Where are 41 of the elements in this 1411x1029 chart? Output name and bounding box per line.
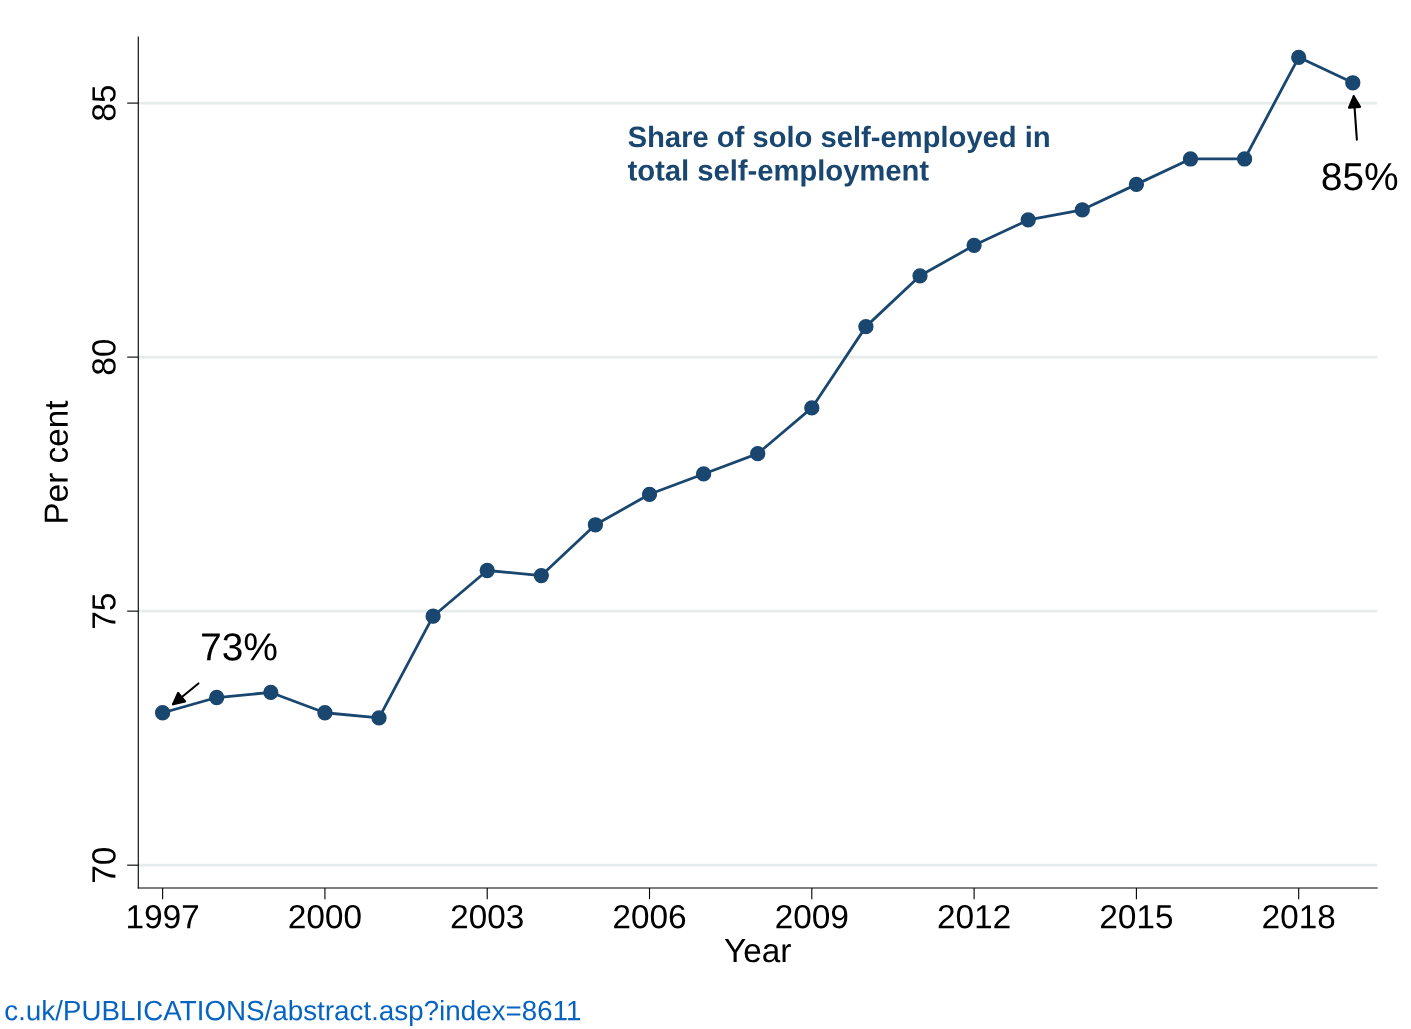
- x-tick-label: 2018: [1263, 904, 1335, 929]
- y-tick-label: 75: [92, 594, 116, 628]
- x-tick-label: 2000: [289, 904, 361, 929]
- x-tick-label: 1997: [128, 904, 199, 929]
- point: [1128, 176, 1145, 193]
- point: [425, 608, 441, 624]
- x-tick-label: 2015: [1101, 904, 1173, 929]
- x-tick-label: 2009: [776, 904, 848, 929]
- point: [858, 318, 874, 335]
- point: [587, 517, 604, 533]
- point: [912, 268, 928, 284]
- point: [371, 710, 387, 726]
- point: [533, 567, 549, 584]
- x-tick-label: 2003: [451, 904, 523, 929]
- y-tick-label: 80: [92, 339, 116, 375]
- point: [804, 400, 820, 416]
- x-tick-label: 2006: [614, 904, 686, 929]
- point: [154, 705, 171, 721]
- x-tick-label: 2012: [938, 904, 1010, 929]
- point: [1291, 49, 1307, 66]
- annotation: 85%: [1322, 162, 1398, 191]
- point: [1074, 202, 1090, 218]
- x-axis-title: Year: [724, 939, 791, 963]
- point: [1236, 151, 1253, 167]
- point: [750, 446, 766, 462]
- text: c.uk/PUBLICATIONS/abstract.asp?index=8611: [5, 1000, 581, 1026]
- point: [966, 237, 982, 253]
- point: [317, 705, 333, 721]
- y-tick-label: 70: [92, 847, 116, 882]
- series-label: Share of solo self-employed in total self-employment: [627, 125, 1049, 187]
- point: [263, 684, 279, 701]
- y-axis-title: Per cent: [44, 400, 68, 522]
- y-tick-label: 85: [92, 85, 116, 121]
- point: [695, 466, 712, 482]
- point: [1345, 75, 1361, 91]
- point: [479, 562, 495, 579]
- point: [209, 689, 225, 706]
- annotation: 73%: [202, 633, 277, 661]
- point: [641, 486, 658, 502]
- point: [1182, 151, 1199, 167]
- point: [1020, 212, 1036, 228]
